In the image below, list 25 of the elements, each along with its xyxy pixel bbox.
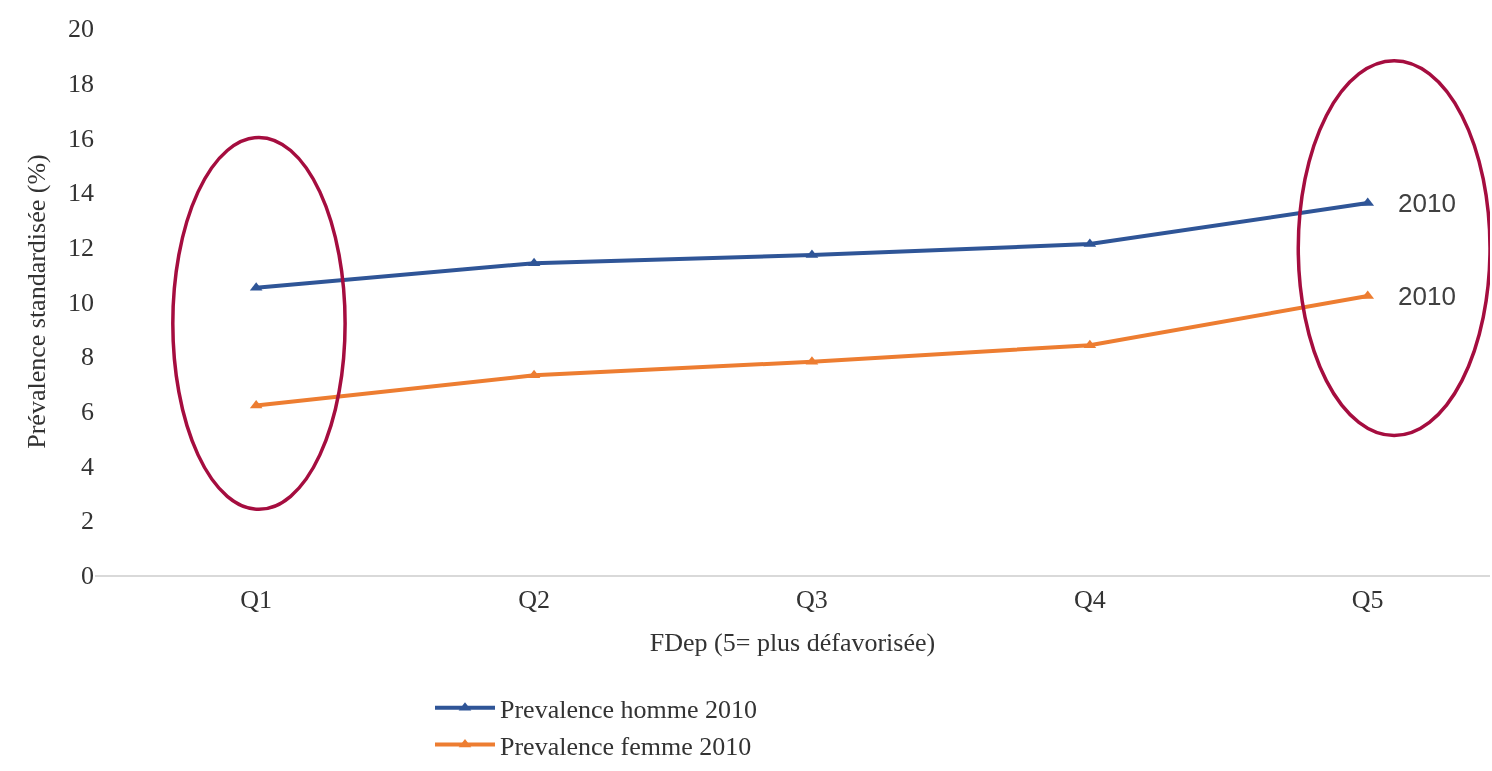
y-tick-label: 0 xyxy=(81,561,94,591)
y-tick-label: 16 xyxy=(68,123,94,153)
legend-label: Prevalence femme 2010 xyxy=(500,731,752,761)
x-tick-label: Q2 xyxy=(518,584,550,614)
x-axis-title: FDep (5= plus défavorisée) xyxy=(649,628,936,658)
y-tick-label: 12 xyxy=(68,232,94,262)
point xyxy=(527,369,541,379)
y-tick-label: 2 xyxy=(81,506,94,536)
x-tick-label: Q5 xyxy=(1351,584,1384,614)
x-tick-label: Q1 xyxy=(240,584,273,614)
y-axis-title: Prévalence standardisée (%) xyxy=(22,154,52,449)
y-tick-label: 10 xyxy=(68,287,94,317)
annotation: 2010 xyxy=(1398,281,1456,311)
x-tick-label: Q4 xyxy=(1073,584,1106,614)
legend-label: Prevalence homme 2010 xyxy=(500,694,758,724)
point xyxy=(249,399,263,409)
point xyxy=(1083,339,1097,349)
x-tick-label: Q3 xyxy=(796,584,828,614)
y-tick-label: 4 xyxy=(81,451,94,481)
y-tick-label: 18 xyxy=(68,68,94,98)
y-tick-label: 6 xyxy=(81,397,94,426)
y-tick-label: 8 xyxy=(81,342,94,372)
y-tick-label: 14 xyxy=(68,178,94,208)
y-tick-label: 20 xyxy=(68,14,94,44)
annotation: 2010 xyxy=(1398,188,1456,218)
